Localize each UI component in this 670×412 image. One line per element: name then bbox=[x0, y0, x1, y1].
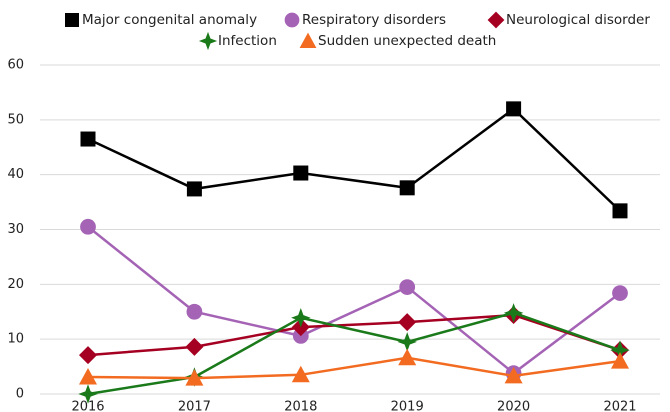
series-line bbox=[87, 107, 621, 212]
legend-marker bbox=[299, 32, 317, 48]
y-tick-label: 60 bbox=[7, 58, 24, 73]
data-point bbox=[186, 181, 202, 197]
x-tick-label: 2016 bbox=[71, 400, 104, 412]
data-point bbox=[611, 352, 629, 369]
data-point bbox=[504, 366, 523, 384]
data-point bbox=[293, 165, 309, 181]
data-point bbox=[612, 285, 628, 301]
x-tick-label: 2019 bbox=[391, 400, 424, 412]
x-tick-label: 2021 bbox=[603, 400, 636, 412]
data-point bbox=[186, 303, 203, 320]
data-point bbox=[79, 368, 97, 385]
data-point bbox=[612, 203, 628, 219]
y-tick-label: 20 bbox=[7, 277, 24, 292]
data-point bbox=[397, 332, 417, 352]
data-point bbox=[503, 303, 524, 323]
legend-marker bbox=[65, 13, 79, 27]
legend-marker bbox=[487, 11, 505, 29]
y-tick-label: 40 bbox=[7, 167, 24, 182]
legend-label: Infection bbox=[218, 33, 277, 49]
legend-label: Neurological disorder bbox=[506, 12, 650, 28]
series-line bbox=[87, 225, 621, 375]
data-point bbox=[79, 346, 97, 365]
data-point bbox=[185, 369, 204, 386]
data-point bbox=[80, 131, 96, 147]
data-point bbox=[185, 337, 204, 356]
x-tick-label: 2020 bbox=[497, 400, 530, 412]
data-point bbox=[610, 340, 630, 360]
data-point bbox=[398, 348, 417, 366]
y-tick-label: 0 bbox=[16, 387, 24, 402]
y-tick-label: 30 bbox=[7, 222, 24, 237]
data-point bbox=[291, 308, 311, 328]
data-point bbox=[291, 365, 310, 383]
data-point bbox=[399, 279, 416, 295]
legend-label: Respiratory disorders bbox=[302, 12, 446, 28]
x-tick-label: 2017 bbox=[178, 400, 211, 412]
data-point bbox=[80, 218, 96, 235]
data-point bbox=[78, 384, 98, 404]
data-point bbox=[398, 313, 417, 332]
data-point bbox=[399, 180, 415, 196]
x-tick-label: 2018 bbox=[284, 400, 317, 412]
series-line bbox=[87, 311, 621, 396]
data-point bbox=[506, 101, 522, 117]
legend-label: Major congenital anomaly bbox=[82, 12, 257, 28]
series-line bbox=[87, 356, 621, 380]
y-tick-label: 10 bbox=[7, 332, 24, 347]
y-tick-label: 50 bbox=[7, 112, 24, 127]
legend-marker bbox=[284, 12, 300, 28]
series-line bbox=[87, 313, 621, 357]
legend-label: Sudden unexpected death bbox=[318, 33, 496, 49]
legend-marker bbox=[198, 31, 218, 51]
